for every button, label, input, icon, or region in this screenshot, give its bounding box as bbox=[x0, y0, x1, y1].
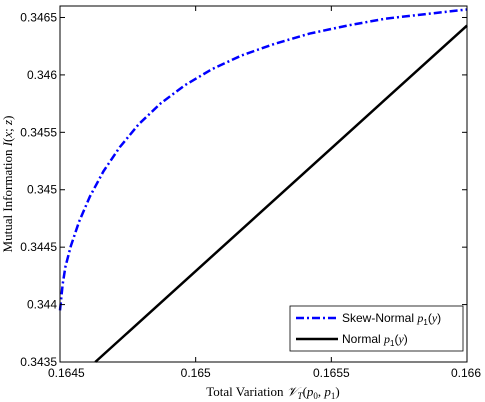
y-tick-label: 0.345 bbox=[27, 183, 57, 197]
series-line-normal bbox=[94, 24, 468, 363]
y-axis-label: Mutual Information I(x; z) bbox=[0, 116, 15, 253]
legend-label-normal: Normal p1(y) bbox=[342, 332, 408, 348]
y-tick-label: 0.344 bbox=[27, 298, 57, 312]
series-line-skew-normal bbox=[58, 8, 468, 311]
legend-label-skew-normal: Skew-Normal p1(y) bbox=[342, 311, 441, 327]
y-tick-label: 0.3435 bbox=[20, 355, 57, 369]
x-tick-label: 0.166 bbox=[451, 366, 481, 380]
y-tick-label: 0.346 bbox=[27, 68, 57, 82]
plot-frame bbox=[59, 5, 468, 363]
ticks-layer: 0.1645 0.165 0.1655 0.166 0.3435 0.344 0.3445 0… bbox=[20, 6, 481, 380]
y-tick-label: 0.3455 bbox=[20, 125, 57, 139]
x-tick-label: 0.1655 bbox=[313, 366, 350, 380]
x-axis-label: Total Variation 𝒱T(p0, p1) bbox=[206, 384, 340, 401]
y-tick-label: 0.3445 bbox=[20, 240, 57, 254]
y-tick-label: 0.3465 bbox=[20, 10, 57, 24]
x-tick-label: 0.165 bbox=[181, 366, 211, 380]
x-tick-label: 0.1645 bbox=[48, 366, 85, 380]
legend: Skew-Normal p1(y) Normal p1(y) bbox=[289, 305, 464, 352]
legend-box bbox=[289, 305, 464, 352]
plot-background bbox=[60, 6, 467, 362]
series-layer bbox=[58, 8, 468, 363]
